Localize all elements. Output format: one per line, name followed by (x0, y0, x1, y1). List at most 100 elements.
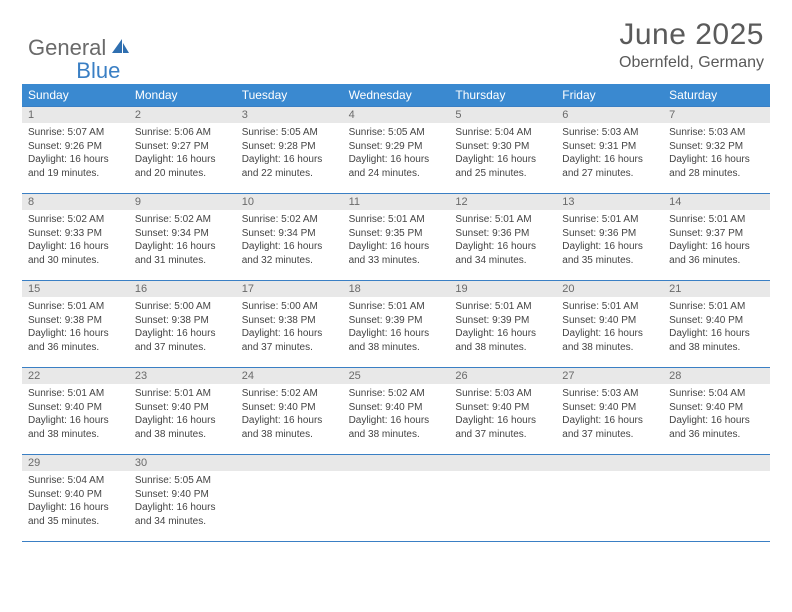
day-cell: 23Sunrise: 5:01 AMSunset: 9:40 PMDayligh… (129, 368, 236, 454)
day-number (343, 455, 450, 471)
day-number: 30 (129, 455, 236, 471)
day-number: 5 (449, 107, 556, 123)
day-header-wednesday: Wednesday (343, 84, 450, 106)
day-cell: 3Sunrise: 5:05 AMSunset: 9:28 PMDaylight… (236, 107, 343, 193)
day-number: 14 (663, 194, 770, 210)
daylight-text-2: and 36 minutes. (28, 341, 123, 355)
sunset-text: Sunset: 9:36 PM (562, 227, 657, 241)
sunset-text: Sunset: 9:38 PM (242, 314, 337, 328)
daylight-text-2: and 30 minutes. (28, 254, 123, 268)
empty-cell (236, 455, 343, 541)
daylight-text-2: and 38 minutes. (135, 428, 230, 442)
day-number: 23 (129, 368, 236, 384)
sunset-text: Sunset: 9:40 PM (562, 314, 657, 328)
day-number (236, 455, 343, 471)
daylight-text-2: and 22 minutes. (242, 167, 337, 181)
day-body: Sunrise: 5:01 AMSunset: 9:36 PMDaylight:… (449, 210, 556, 271)
day-cell: 16Sunrise: 5:00 AMSunset: 9:38 PMDayligh… (129, 281, 236, 367)
daylight-text-2: and 38 minutes. (349, 428, 444, 442)
empty-cell (556, 455, 663, 541)
week-row: 29Sunrise: 5:04 AMSunset: 9:40 PMDayligh… (22, 455, 770, 542)
day-number: 3 (236, 107, 343, 123)
daylight-text-2: and 34 minutes. (455, 254, 550, 268)
sunrise-text: Sunrise: 5:05 AM (349, 126, 444, 140)
empty-cell (449, 455, 556, 541)
sunrise-text: Sunrise: 5:01 AM (349, 213, 444, 227)
daylight-text-2: and 19 minutes. (28, 167, 123, 181)
day-body: Sunrise: 5:06 AMSunset: 9:27 PMDaylight:… (129, 123, 236, 184)
day-cell: 14Sunrise: 5:01 AMSunset: 9:37 PMDayligh… (663, 194, 770, 280)
day-number: 9 (129, 194, 236, 210)
daylight-text-2: and 38 minutes. (669, 341, 764, 355)
sunset-text: Sunset: 9:26 PM (28, 140, 123, 154)
day-header-sunday: Sunday (22, 84, 129, 106)
day-cell: 5Sunrise: 5:04 AMSunset: 9:30 PMDaylight… (449, 107, 556, 193)
sunrise-text: Sunrise: 5:02 AM (242, 213, 337, 227)
sunset-text: Sunset: 9:40 PM (135, 401, 230, 415)
sunrise-text: Sunrise: 5:02 AM (349, 387, 444, 401)
daylight-text-2: and 36 minutes. (669, 428, 764, 442)
day-body: Sunrise: 5:01 AMSunset: 9:39 PMDaylight:… (343, 297, 450, 358)
daylight-text-1: Daylight: 16 hours (669, 153, 764, 167)
sunset-text: Sunset: 9:40 PM (28, 488, 123, 502)
sunrise-text: Sunrise: 5:02 AM (135, 213, 230, 227)
daylight-text-1: Daylight: 16 hours (135, 414, 230, 428)
day-cell: 22Sunrise: 5:01 AMSunset: 9:40 PMDayligh… (22, 368, 129, 454)
daylight-text-1: Daylight: 16 hours (455, 240, 550, 254)
day-body: Sunrise: 5:01 AMSunset: 9:38 PMDaylight:… (22, 297, 129, 358)
daylight-text-2: and 37 minutes. (242, 341, 337, 355)
day-number: 10 (236, 194, 343, 210)
day-body: Sunrise: 5:05 AMSunset: 9:40 PMDaylight:… (129, 471, 236, 532)
daylight-text-1: Daylight: 16 hours (135, 501, 230, 515)
sunrise-text: Sunrise: 5:02 AM (242, 387, 337, 401)
day-number: 1 (22, 107, 129, 123)
sunset-text: Sunset: 9:39 PM (349, 314, 444, 328)
daylight-text-2: and 38 minutes. (242, 428, 337, 442)
daylight-text-2: and 37 minutes. (562, 428, 657, 442)
daylight-text-1: Daylight: 16 hours (28, 501, 123, 515)
daylight-text-2: and 24 minutes. (349, 167, 444, 181)
day-body: Sunrise: 5:03 AMSunset: 9:40 PMDaylight:… (449, 384, 556, 445)
day-cell: 10Sunrise: 5:02 AMSunset: 9:34 PMDayligh… (236, 194, 343, 280)
day-cell: 17Sunrise: 5:00 AMSunset: 9:38 PMDayligh… (236, 281, 343, 367)
day-number: 11 (343, 194, 450, 210)
sunrise-text: Sunrise: 5:01 AM (562, 213, 657, 227)
daylight-text-1: Daylight: 16 hours (135, 153, 230, 167)
day-number: 22 (22, 368, 129, 384)
daylight-text-1: Daylight: 16 hours (135, 327, 230, 341)
daylight-text-1: Daylight: 16 hours (349, 414, 444, 428)
day-number: 26 (449, 368, 556, 384)
sunrise-text: Sunrise: 5:01 AM (455, 300, 550, 314)
day-body: Sunrise: 5:02 AMSunset: 9:40 PMDaylight:… (236, 384, 343, 445)
sunset-text: Sunset: 9:40 PM (669, 314, 764, 328)
daylight-text-2: and 35 minutes. (28, 515, 123, 529)
day-body: Sunrise: 5:04 AMSunset: 9:40 PMDaylight:… (663, 384, 770, 445)
day-cell: 27Sunrise: 5:03 AMSunset: 9:40 PMDayligh… (556, 368, 663, 454)
day-number (556, 455, 663, 471)
day-number: 27 (556, 368, 663, 384)
sunset-text: Sunset: 9:40 PM (349, 401, 444, 415)
day-header-monday: Monday (129, 84, 236, 106)
day-body: Sunrise: 5:01 AMSunset: 9:36 PMDaylight:… (556, 210, 663, 271)
day-body: Sunrise: 5:04 AMSunset: 9:30 PMDaylight:… (449, 123, 556, 184)
day-cell: 6Sunrise: 5:03 AMSunset: 9:31 PMDaylight… (556, 107, 663, 193)
daylight-text-1: Daylight: 16 hours (562, 327, 657, 341)
sunrise-text: Sunrise: 5:04 AM (455, 126, 550, 140)
sunset-text: Sunset: 9:32 PM (669, 140, 764, 154)
page-title: June 2025 (619, 18, 764, 52)
sunset-text: Sunset: 9:29 PM (349, 140, 444, 154)
sunrise-text: Sunrise: 5:02 AM (28, 213, 123, 227)
day-cell: 30Sunrise: 5:05 AMSunset: 9:40 PMDayligh… (129, 455, 236, 541)
daylight-text-1: Daylight: 16 hours (28, 153, 123, 167)
day-cell: 24Sunrise: 5:02 AMSunset: 9:40 PMDayligh… (236, 368, 343, 454)
day-body: Sunrise: 5:02 AMSunset: 9:34 PMDaylight:… (129, 210, 236, 271)
empty-cell (343, 455, 450, 541)
day-number: 24 (236, 368, 343, 384)
day-number: 21 (663, 281, 770, 297)
sunset-text: Sunset: 9:40 PM (242, 401, 337, 415)
daylight-text-1: Daylight: 16 hours (562, 153, 657, 167)
daylight-text-2: and 38 minutes. (28, 428, 123, 442)
day-cell: 2Sunrise: 5:06 AMSunset: 9:27 PMDaylight… (129, 107, 236, 193)
sunrise-text: Sunrise: 5:01 AM (28, 300, 123, 314)
daylight-text-2: and 28 minutes. (669, 167, 764, 181)
